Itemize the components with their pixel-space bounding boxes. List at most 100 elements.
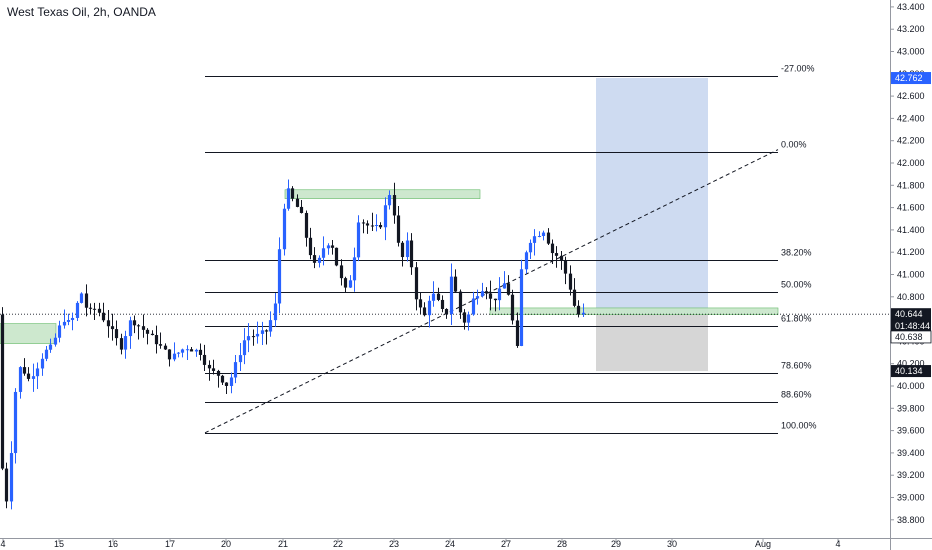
long-position-target-zone	[596, 78, 708, 315]
price-axis-tag-label: 40.134	[895, 366, 923, 376]
time-tick-label: 4	[835, 539, 840, 549]
candle-body	[352, 257, 357, 281]
candle-body	[176, 352, 181, 354]
candle-body	[251, 336, 256, 338]
candle-body	[418, 299, 423, 308]
candle-body	[286, 188, 291, 209]
fib-level-label: 100.00%	[781, 421, 817, 431]
candle-body	[255, 333, 260, 337]
candle-body	[312, 255, 317, 263]
candle-body	[576, 305, 581, 315]
candle-body	[79, 293, 84, 303]
candle-body	[510, 294, 515, 321]
candle-body	[123, 336, 128, 350]
candle-body	[308, 237, 313, 256]
candle-body	[207, 364, 212, 369]
candle-body	[268, 320, 273, 332]
time-tick-label: 22	[333, 539, 343, 549]
fib-level-label: 61.80%	[781, 314, 812, 324]
highlight-zone	[489, 307, 779, 315]
price-tick-label: 41.800	[897, 180, 925, 190]
candle-body	[163, 345, 168, 350]
candle-body	[550, 243, 555, 254]
candle-body	[431, 293, 436, 301]
candle-body	[172, 353, 177, 360]
highlight-zone	[0, 323, 57, 344]
time-tick-label: 4	[0, 539, 5, 549]
price-tick-label: 42.200	[897, 136, 925, 146]
price-tick-label: 42.000	[897, 158, 925, 168]
candle-body	[44, 349, 49, 359]
time-tick-label: 17	[165, 539, 175, 549]
fib-level-label: 88.60%	[781, 390, 812, 400]
candle-body	[414, 267, 419, 300]
candle-body	[132, 320, 137, 326]
price-tick-label: 39.000	[897, 493, 925, 503]
candle-body	[515, 320, 520, 346]
fib-level-label: 0.00%	[781, 140, 807, 150]
price-tick-label: 40.200	[897, 359, 925, 369]
candle-body	[9, 453, 14, 502]
candle-body	[18, 367, 23, 392]
price-tick-label: 42.600	[897, 91, 925, 101]
candle-body	[334, 247, 339, 266]
price-tick-label: 43.000	[897, 47, 925, 57]
candle-body	[326, 245, 331, 249]
candle-body	[194, 349, 199, 352]
time-tick-label: 27	[501, 539, 511, 549]
candle-body	[233, 362, 238, 378]
time-tick-label: Aug	[755, 539, 771, 549]
candle-body	[392, 195, 397, 216]
candle-body	[290, 188, 295, 199]
candle-body	[466, 314, 471, 323]
time-tick-label: 20	[221, 539, 231, 549]
candle-body	[519, 269, 524, 346]
candle-body	[22, 367, 27, 374]
fib-level-label: 50.00%	[781, 280, 812, 290]
candle-body	[57, 325, 62, 338]
candle-body	[462, 312, 467, 323]
candle-body	[264, 330, 269, 332]
price-tick-label: 41.200	[897, 247, 925, 257]
candle-body	[440, 299, 445, 309]
candle-body	[277, 249, 282, 304]
candle-body	[88, 307, 93, 309]
candle-body	[405, 240, 410, 258]
time-tick-label: 23	[389, 539, 399, 549]
price-tick-label: 41.600	[897, 203, 925, 213]
candle-body	[141, 326, 146, 330]
candle-body	[97, 308, 102, 313]
candle-body	[436, 293, 441, 300]
candle-body	[70, 317, 75, 321]
candles-group	[0, 179, 586, 510]
candle-body	[238, 355, 243, 363]
price-axis-tag	[890, 330, 932, 344]
candle-body	[202, 354, 207, 365]
price-tick-label: 38.800	[897, 515, 925, 525]
price-tick-label: 40.000	[897, 381, 925, 391]
candle-body	[471, 298, 476, 315]
candle-body	[246, 336, 251, 341]
candle-body	[128, 320, 133, 337]
candle-body	[378, 225, 383, 228]
time-tick-label: 29	[611, 539, 621, 549]
price-axis-tag	[891, 72, 931, 85]
candle-body	[13, 391, 18, 454]
time-tick-label: 28	[557, 539, 567, 549]
price-tick-label: 39.800	[897, 403, 925, 413]
time-tick-label: 16	[108, 539, 118, 549]
candle-body	[409, 240, 414, 268]
candle-body	[198, 349, 203, 355]
price-axis-tag	[891, 365, 931, 378]
candle-body	[304, 212, 309, 238]
candle-body	[84, 293, 89, 308]
time-tick-label: 24	[445, 539, 455, 549]
candle-body	[119, 338, 124, 350]
candle-body	[563, 259, 568, 274]
candle-body	[35, 368, 40, 377]
candle-body	[572, 289, 577, 306]
fib-level-label: 38.20%	[781, 248, 812, 258]
dashed-trendline	[204, 149, 779, 434]
candle-body	[180, 349, 185, 353]
